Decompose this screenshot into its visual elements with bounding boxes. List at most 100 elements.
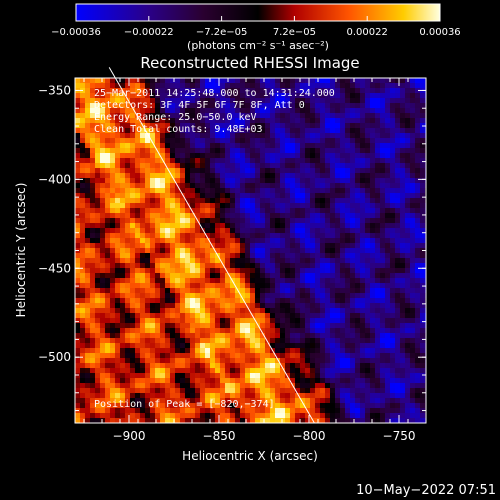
heatmap-cell — [130, 343, 135, 348]
heatmap-cell — [230, 198, 235, 203]
heatmap-cell — [385, 368, 390, 373]
heatmap-cell — [230, 223, 235, 228]
heatmap-cell — [235, 328, 240, 333]
heatmap-cell — [265, 173, 270, 178]
heatmap-cell — [205, 273, 210, 278]
heatmap-cell — [420, 233, 425, 238]
heatmap-cell — [285, 238, 290, 243]
heatmap-cell — [340, 93, 345, 98]
heatmap-cell — [400, 93, 405, 98]
heatmap-cell — [200, 158, 205, 163]
heatmap-cell — [400, 298, 405, 303]
heatmap-cell — [135, 223, 140, 228]
heatmap-cell — [145, 193, 150, 198]
heatmap-cell — [315, 328, 320, 333]
heatmap-cell — [320, 293, 325, 298]
heatmap-cell — [280, 118, 285, 123]
heatmap-cell — [125, 388, 130, 393]
heatmap-cell — [240, 338, 245, 343]
heatmap-cell — [125, 363, 130, 368]
heatmap-cell — [145, 188, 150, 193]
heatmap-cell — [325, 83, 330, 88]
heatmap-cell — [330, 253, 335, 258]
heatmap-cell — [400, 243, 405, 248]
heatmap-cell — [245, 148, 250, 153]
heatmap-cell — [380, 378, 385, 383]
heatmap-cell — [90, 133, 95, 138]
heatmap-cell — [220, 308, 225, 313]
heatmap-cell — [130, 388, 135, 393]
heatmap-cell — [110, 233, 115, 238]
heatmap-cell — [270, 133, 275, 138]
heatmap-cell — [345, 133, 350, 138]
heatmap-cell — [270, 123, 275, 128]
heatmap-cell — [275, 333, 280, 338]
heatmap-cell — [385, 243, 390, 248]
heatmap-cell — [300, 273, 305, 278]
heatmap-cell — [155, 158, 160, 163]
heatmap-cell — [415, 123, 420, 128]
heatmap-cell — [385, 263, 390, 268]
heatmap-cell — [275, 168, 280, 173]
heatmap-cell — [335, 248, 340, 253]
heatmap-cell — [255, 398, 260, 403]
heatmap-cell — [340, 403, 345, 408]
heatmap-cell — [170, 103, 175, 108]
heatmap-cell — [270, 353, 275, 358]
heatmap-cell — [160, 373, 165, 378]
heatmap-cell — [215, 148, 220, 153]
heatmap-cell — [235, 253, 240, 258]
heatmap-cell — [135, 293, 140, 298]
heatmap-cell — [170, 153, 175, 158]
heatmap-cell — [335, 128, 340, 133]
heatmap-cell — [95, 178, 100, 183]
heatmap-cell — [355, 268, 360, 273]
heatmap-cell — [85, 218, 90, 223]
heatmap-cell — [255, 303, 260, 308]
heatmap-cell — [260, 283, 265, 288]
heatmap-cell — [265, 393, 270, 398]
heatmap-cell — [95, 238, 100, 243]
heatmap-cell — [90, 163, 95, 168]
heatmap-cell — [145, 293, 150, 298]
heatmap-cell — [215, 213, 220, 218]
heatmap-cell — [160, 233, 165, 238]
heatmap-cell — [90, 118, 95, 123]
heatmap-cell — [220, 243, 225, 248]
heatmap-cell — [155, 83, 160, 88]
heatmap-cell — [410, 283, 415, 288]
heatmap-cell — [355, 313, 360, 318]
heatmap-cell — [255, 98, 260, 103]
heatmap-cell — [225, 93, 230, 98]
heatmap-cell — [335, 333, 340, 338]
heatmap-cell — [130, 113, 135, 118]
heatmap-cell — [105, 143, 110, 148]
heatmap-cell — [180, 113, 185, 118]
heatmap-cell — [400, 143, 405, 148]
heatmap-cell — [395, 138, 400, 143]
heatmap-cell — [305, 248, 310, 253]
heatmap-cell — [270, 408, 275, 413]
heatmap-cell — [135, 158, 140, 163]
heatmap-cell — [235, 393, 240, 398]
heatmap-cell — [290, 303, 295, 308]
heatmap-cell — [90, 93, 95, 98]
heatmap-cell — [320, 303, 325, 308]
heatmap-cell — [275, 408, 280, 413]
heatmap-cell — [175, 413, 180, 418]
heatmap-cell — [110, 253, 115, 258]
heatmap-cell — [415, 373, 420, 378]
heatmap-cell — [130, 368, 135, 373]
heatmap-cell — [155, 183, 160, 188]
heatmap-cell — [85, 118, 90, 123]
heatmap-cell — [350, 338, 355, 343]
heatmap-cell — [160, 253, 165, 258]
heatmap-cell — [200, 88, 205, 93]
heatmap-cell — [340, 343, 345, 348]
heatmap-cell — [165, 388, 170, 393]
heatmap-cell — [185, 378, 190, 383]
heatmap-cell — [400, 253, 405, 258]
peak-position-label: Position of Peak = [−820,−374] — [94, 399, 275, 410]
heatmap-cell — [205, 128, 210, 133]
heatmap-cell — [135, 388, 140, 393]
